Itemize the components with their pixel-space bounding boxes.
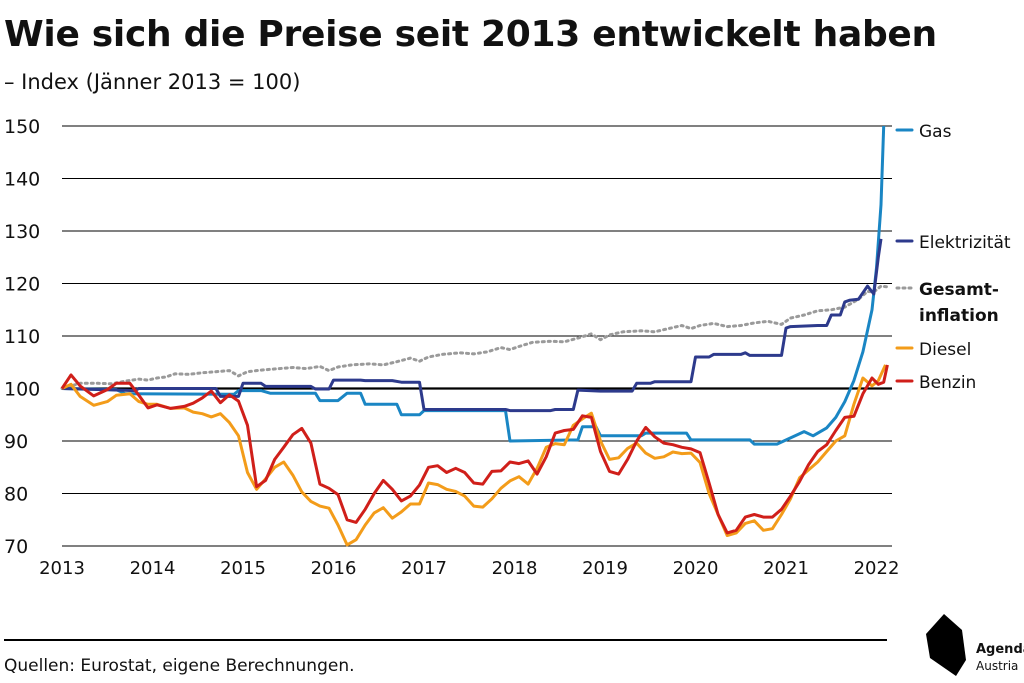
series-line-diesel [61, 364, 887, 547]
legend-label-gesamtinflation: Gesamt- [919, 280, 999, 300]
chart-subtitle: – Index (Jänner 2013 = 100) [4, 70, 301, 94]
legend-label-benzin: Benzin [919, 373, 976, 393]
legend-label-gesamtinflation: inflation [919, 306, 999, 326]
y-tick-label: 110 [4, 326, 40, 348]
x-tick-label: 2015 [220, 558, 266, 579]
y-tick-label: 100 [4, 379, 40, 401]
legend-label-gas: Gas [919, 122, 952, 142]
x-tick-label: 2018 [492, 558, 538, 579]
agenda-austria-logo: Agenda Austria [922, 612, 1024, 682]
source-note: Quellen: Eurostat, eigene Berechnungen. [4, 656, 355, 676]
x-tick-label: 2022 [854, 558, 900, 579]
y-tick-label: 70 [4, 536, 28, 558]
x-tick-label: 2019 [582, 558, 628, 579]
logo-mark-icon [926, 614, 966, 676]
series-labels: Gas Elektrizität Gesamt-inflation Diesel Ben… [895, 122, 1011, 393]
x-tick-label: 2013 [39, 558, 85, 579]
series-line-gas [61, 125, 886, 446]
y-axis-tick-labels: 70 80 90 100 110 120 130 140 150 [4, 116, 40, 558]
x-axis-tick-labels: 2013 2014 2015 2016 2017 2018 2019 2020 2021 2022 [39, 558, 899, 579]
y-tick-label: 140 [4, 169, 40, 191]
series-line-elektrizit-t [61, 238, 883, 413]
x-tick-label: 2014 [130, 558, 176, 579]
logo-text-line2: Austria [976, 659, 1019, 673]
legend-label-elektrizit-t: Elektrizität [919, 233, 1011, 253]
chart-title: Wie sich die Preise seit 2013 entwickelt… [4, 14, 937, 55]
y-tick-label: 80 [4, 484, 28, 506]
series-line-benzin [60, 364, 889, 535]
y-tick-label: 120 [4, 274, 40, 296]
x-tick-label: 2021 [763, 558, 809, 579]
series-lines [60, 125, 892, 547]
y-tick-label: 90 [4, 431, 28, 453]
x-tick-label: 2017 [401, 558, 447, 579]
gridlines [62, 125, 892, 547]
series-line-gesamtinflation [60, 284, 892, 390]
y-tick-label: 130 [4, 221, 40, 243]
legend-label-diesel: Diesel [919, 340, 971, 360]
x-tick-label: 2020 [673, 558, 719, 579]
x-tick-label: 2016 [311, 558, 357, 579]
y-tick-label: 150 [4, 116, 40, 138]
footer-divider [4, 639, 887, 641]
logo-text-line1: Agenda [976, 642, 1024, 657]
